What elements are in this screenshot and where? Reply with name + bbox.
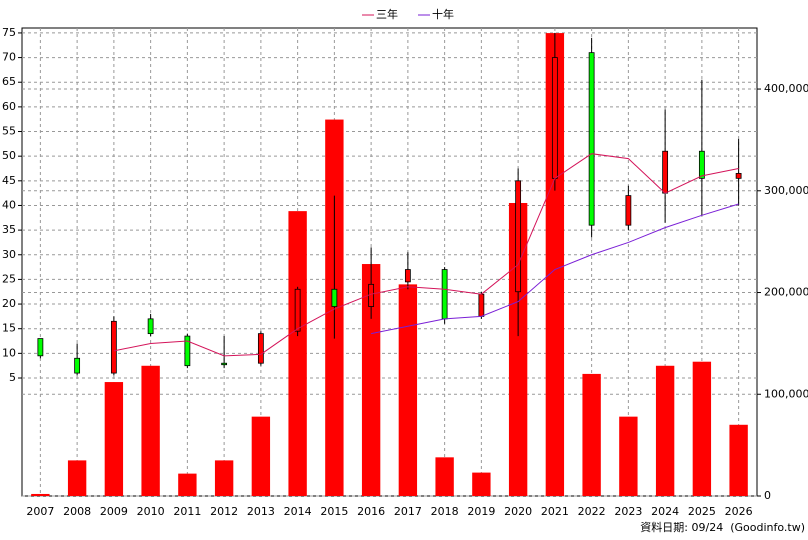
x-tick-label: 2023 — [614, 505, 642, 518]
y2-tick-label: 0 — [764, 489, 771, 502]
x-tick-label: 2025 — [688, 505, 716, 518]
candle-body — [551, 57, 558, 179]
candle-body — [74, 357, 81, 374]
x-tick-label: 2012 — [210, 505, 238, 518]
x-tick-label: 2016 — [357, 505, 385, 518]
x-tick-label: 2021 — [541, 505, 569, 518]
candle-body — [331, 288, 338, 307]
y-tick-label: 40 — [2, 198, 16, 211]
y-tick-label: 55 — [2, 125, 16, 138]
volume-bar — [104, 382, 124, 496]
y-tick-label: 70 — [2, 51, 16, 64]
x-tick-label: 2013 — [247, 505, 275, 518]
volume-bar — [141, 365, 160, 496]
candle-body — [257, 333, 264, 364]
candle-body — [147, 318, 154, 335]
volume-bar — [508, 202, 528, 496]
plot-frame — [21, 27, 758, 497]
candle-body — [625, 195, 632, 226]
candle-body — [110, 320, 117, 374]
volume-bar — [361, 264, 381, 496]
y2-tick-label: 200,000 — [764, 286, 808, 299]
y-tick-label: 10 — [2, 346, 16, 359]
x-tick-label: 2015 — [320, 505, 348, 518]
legend-label: 三年 — [376, 7, 398, 21]
candle-body — [478, 293, 485, 317]
x-tick-label: 2017 — [394, 505, 422, 518]
candle-body — [184, 335, 191, 367]
candle-body — [698, 150, 705, 179]
x-tick-label: 2008 — [63, 505, 91, 518]
volume-bar — [435, 457, 454, 496]
y-tick-label: 35 — [2, 223, 16, 236]
candle-body — [441, 269, 448, 320]
x-tick-label: 2011 — [173, 505, 201, 518]
y-tick-label: 45 — [2, 174, 16, 187]
volume-bar — [545, 33, 565, 497]
candle-body — [735, 173, 742, 179]
y2-tick-label: 100,000 — [764, 387, 808, 400]
volume-bar — [619, 416, 638, 496]
x-tick-label: 2007 — [26, 505, 54, 518]
y-tick-label: 60 — [2, 100, 16, 113]
volume-bar — [729, 424, 748, 496]
y-tick-label: 5 — [9, 371, 16, 384]
candle-body — [515, 180, 522, 293]
footer: 資料日期: 09/24 (Goodinfo.tw) — [640, 520, 805, 534]
y-tick-label: 15 — [2, 322, 16, 335]
x-tick-label: 2019 — [467, 505, 495, 518]
y-tick-label: 50 — [2, 149, 16, 162]
x-tick-label: 2018 — [431, 505, 459, 518]
volume-bar — [214, 460, 234, 496]
y-tick-label: 75 — [2, 26, 16, 39]
volume-bar — [582, 373, 601, 496]
x-tick-label: 2009 — [100, 505, 128, 518]
volume-bar — [655, 365, 675, 496]
y-tick-label: 65 — [2, 75, 16, 88]
y2-tick-label: 400,000 — [764, 82, 808, 95]
legend-label: 十年 — [432, 7, 454, 21]
y-tick-label: 30 — [2, 248, 16, 261]
volume-bar — [67, 460, 87, 496]
y-tick-label: 25 — [2, 272, 16, 285]
x-tick-label: 2026 — [725, 505, 753, 518]
x-tick-label: 2014 — [284, 505, 312, 518]
volume-bar — [398, 284, 418, 496]
ma-line — [113, 153, 739, 357]
candle-body — [588, 52, 595, 226]
y2-tick-label: 300,000 — [764, 184, 808, 197]
x-tick-label: 2020 — [504, 505, 532, 518]
y-tick-label: 20 — [2, 297, 16, 310]
volume-bar — [472, 472, 491, 496]
x-tick-label: 2010 — [137, 505, 165, 518]
candle-body — [37, 338, 44, 357]
ma-line — [371, 203, 739, 335]
volume-bar — [251, 416, 271, 496]
candle-body — [221, 362, 228, 366]
volume-bar — [692, 361, 712, 496]
candle-body — [294, 288, 301, 332]
volume-bar — [178, 473, 197, 496]
x-tick-label: 2024 — [651, 505, 679, 518]
x-tick-label: 2022 — [578, 505, 606, 518]
candle-body — [404, 269, 411, 283]
candle-body — [662, 150, 669, 194]
volume-bar — [288, 211, 307, 496]
volume-bar — [31, 493, 50, 496]
